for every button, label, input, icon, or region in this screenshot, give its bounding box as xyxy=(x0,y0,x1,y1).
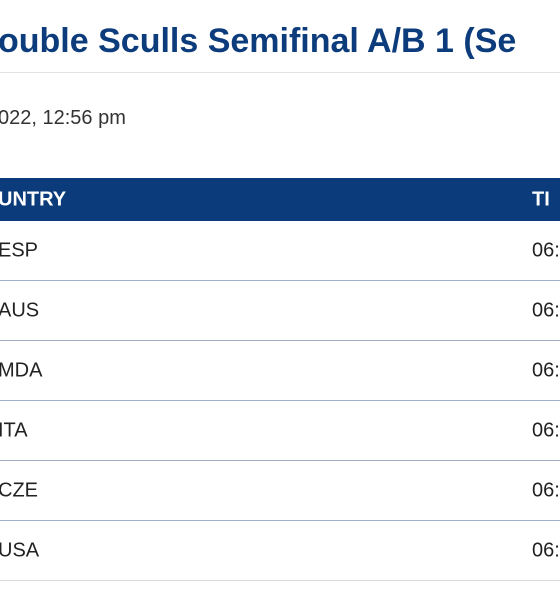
table-row[interactable]: ESP 06: xyxy=(0,221,560,281)
results-table: UNTRY TI ESP 06: AUS 06: MDA 06: ITA 06: CZE 06: U… xyxy=(0,178,560,581)
country-cell: ITA xyxy=(0,419,28,441)
table-row[interactable]: AUS 06: xyxy=(0,281,560,341)
country-cell: ESP xyxy=(0,239,39,261)
time-cell: 06: xyxy=(532,539,560,561)
table-row[interactable]: USA 06: xyxy=(0,521,560,581)
table-row[interactable]: ITA 06: xyxy=(0,401,560,461)
country-cell: AUS xyxy=(0,299,40,321)
time-cell: 06: xyxy=(532,239,560,261)
table-row[interactable]: CZE 06: xyxy=(0,461,560,521)
time-cell: 06: xyxy=(532,299,560,321)
table-header: UNTRY TI xyxy=(0,178,560,221)
time-cell: 06: xyxy=(532,419,560,441)
divider xyxy=(0,72,560,73)
page-title: ouble Sculls Semifinal A/B 1 (Se xyxy=(0,22,517,60)
country-cell: USA xyxy=(0,539,40,561)
column-header: TI xyxy=(532,188,550,210)
time-cell: 06: xyxy=(532,359,560,381)
table-row[interactable]: MDA 06: xyxy=(0,341,560,401)
date: 022, 12:56 pm xyxy=(0,107,126,129)
country-cell: MDA xyxy=(0,359,43,381)
column-header: UNTRY xyxy=(0,188,67,210)
time-cell: 06: xyxy=(532,479,560,501)
country-cell: CZE xyxy=(0,479,38,501)
